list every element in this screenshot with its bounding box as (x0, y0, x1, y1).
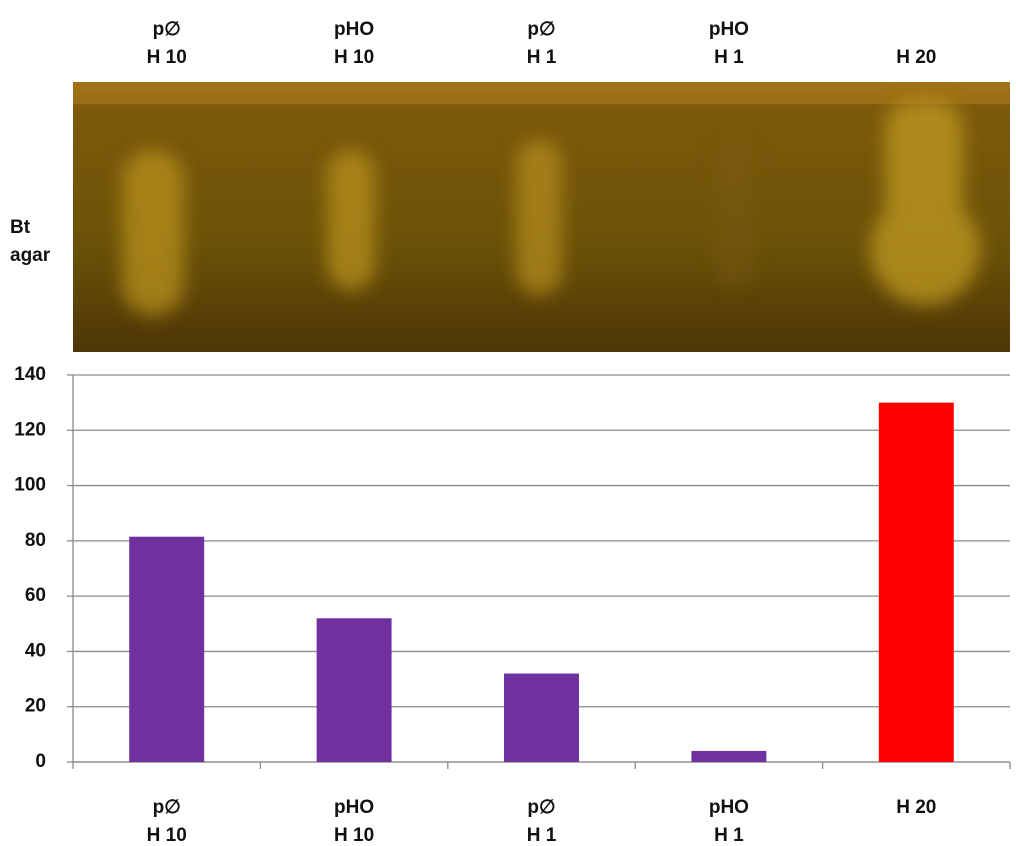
y-tick-label: 100 (14, 475, 46, 496)
image-label: Bt (10, 217, 31, 238)
photo-column-label: H 1 (714, 47, 744, 68)
x-tick-label: H 1 (714, 825, 744, 846)
photo-column-label: p∅ (527, 19, 555, 40)
y-tick-label: 60 (25, 585, 46, 606)
x-tick-label: pHO (709, 797, 749, 818)
x-tick-label: pHO (334, 797, 374, 818)
y-tick-label: 20 (25, 696, 46, 717)
bar (129, 536, 205, 762)
photo-column-label: H 10 (334, 47, 374, 68)
bar (316, 618, 392, 762)
image-label: agar (10, 245, 51, 266)
y-tick-label: 140 (14, 364, 46, 385)
y-tick-label: 120 (14, 419, 46, 440)
x-tick-label: p∅ (153, 797, 181, 818)
x-tick-label: H 10 (147, 825, 187, 846)
y-tick-label: 0 (35, 751, 46, 772)
bar (691, 750, 767, 762)
x-tick-label: p∅ (527, 797, 555, 818)
y-tick-label: 80 (25, 530, 46, 551)
x-tick-label: H 1 (527, 825, 557, 846)
bar (504, 673, 579, 762)
photo-column-label: p∅ (153, 19, 181, 40)
photo-column-label: H 1 (527, 47, 557, 68)
agar-photo (73, 82, 1010, 352)
photo-column-label: pHO (709, 19, 749, 40)
y-tick-label: 40 (25, 640, 46, 661)
bar (878, 402, 954, 762)
x-tick-label: H 20 (896, 797, 936, 818)
photo-column-label: H 20 (896, 47, 936, 68)
photo-column-label: H 10 (147, 47, 187, 68)
x-tick-label: H 10 (334, 825, 374, 846)
photo-column-label: pHO (334, 19, 374, 40)
